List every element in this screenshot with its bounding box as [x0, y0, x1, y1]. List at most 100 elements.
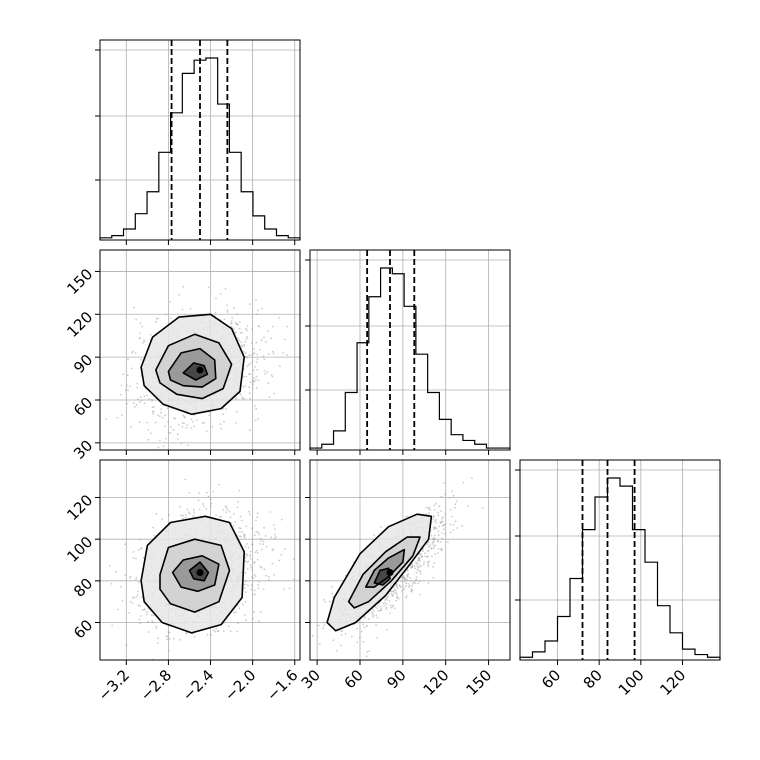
sample-point	[254, 575, 257, 577]
sample-point	[252, 617, 254, 620]
sample-point	[263, 370, 266, 372]
sample-point	[435, 502, 437, 505]
sample-point	[372, 614, 375, 617]
sample-point	[137, 581, 140, 584]
sample-point	[224, 505, 227, 508]
sample-point	[182, 414, 185, 417]
sample-point	[374, 606, 377, 608]
sample-point	[238, 489, 241, 492]
sample-point	[278, 559, 281, 562]
sample-point	[286, 325, 289, 328]
sample-point	[160, 411, 162, 414]
histogram-bin	[276, 236, 288, 240]
sample-point	[137, 549, 140, 551]
sample-point	[145, 613, 148, 616]
sample-point	[130, 426, 132, 428]
sample-point	[180, 442, 183, 444]
axes-frame	[99, 39, 301, 241]
sample-point	[272, 524, 275, 526]
sample-point	[134, 406, 136, 408]
sample-point	[244, 356, 247, 358]
sample-point	[409, 580, 412, 582]
sample-point	[148, 398, 150, 401]
sample-point	[185, 426, 188, 429]
sample-point	[421, 555, 423, 557]
sample-point	[129, 575, 132, 578]
sample-point	[235, 323, 238, 326]
sample-point	[413, 565, 416, 568]
sample-point	[236, 506, 239, 509]
sample-point	[122, 373, 125, 376]
sample-point	[444, 512, 446, 515]
sample-point	[434, 520, 436, 523]
sample-point	[263, 336, 265, 339]
sample-point	[373, 534, 376, 537]
sample-point	[157, 642, 159, 644]
sample-point	[258, 533, 260, 536]
sample-point	[254, 405, 257, 407]
sample-point	[422, 563, 425, 566]
sample-point	[404, 580, 406, 583]
sample-point	[182, 517, 185, 520]
sample-point	[246, 568, 249, 570]
density-peak	[196, 569, 204, 576]
sample-point	[239, 393, 242, 396]
sample-point	[452, 523, 455, 526]
sample-point	[255, 341, 258, 344]
sample-point	[236, 313, 239, 315]
sample-point	[432, 541, 434, 543]
sample-point	[235, 398, 238, 401]
sample-point	[136, 386, 139, 389]
sample-point	[202, 503, 205, 505]
sample-point	[462, 481, 465, 484]
sample-point	[170, 425, 172, 428]
sample-point	[260, 566, 263, 569]
sample-point	[365, 655, 368, 658]
sample-point	[340, 644, 342, 647]
sample-point	[152, 614, 155, 617]
sample-point	[238, 339, 241, 341]
sample-point	[433, 528, 435, 531]
sample-point	[415, 576, 418, 578]
sample-point	[385, 606, 388, 609]
sample-point	[270, 337, 272, 340]
sample-point	[198, 508, 201, 511]
sample-point	[268, 396, 271, 399]
sample-point	[390, 593, 393, 595]
sample-point	[271, 350, 274, 353]
sample-point	[265, 574, 267, 577]
sample-point	[427, 561, 429, 564]
sample-point	[424, 552, 426, 555]
sample-point	[155, 512, 158, 515]
sample-point	[150, 614, 153, 616]
contour-line	[140, 313, 245, 416]
histogram-bin	[345, 393, 357, 450]
sample-point	[249, 557, 252, 560]
sample-point	[238, 607, 241, 610]
sample-point	[151, 620, 153, 622]
sample-point	[196, 419, 198, 422]
sample-point	[427, 565, 430, 567]
sample-point	[193, 511, 196, 514]
sample-point	[419, 593, 421, 596]
sample-point	[378, 602, 381, 605]
sample-point	[396, 596, 399, 598]
sample-point	[450, 515, 453, 518]
histogram-bin	[695, 655, 708, 660]
sample-point	[187, 511, 190, 514]
sample-point	[243, 397, 246, 400]
histogram-bin	[595, 497, 608, 660]
sample-point	[111, 624, 114, 627]
sample-point	[135, 557, 137, 560]
sample-point	[205, 507, 208, 510]
sample-point	[280, 518, 283, 521]
sample-point	[161, 518, 163, 520]
sample-point	[417, 556, 420, 559]
sample-point	[249, 429, 251, 431]
sample-point	[417, 582, 420, 585]
contour-line	[140, 515, 245, 634]
sample-point	[340, 629, 343, 632]
density-level	[374, 568, 390, 585]
sample-point	[255, 379, 257, 381]
sample-point	[440, 541, 442, 543]
